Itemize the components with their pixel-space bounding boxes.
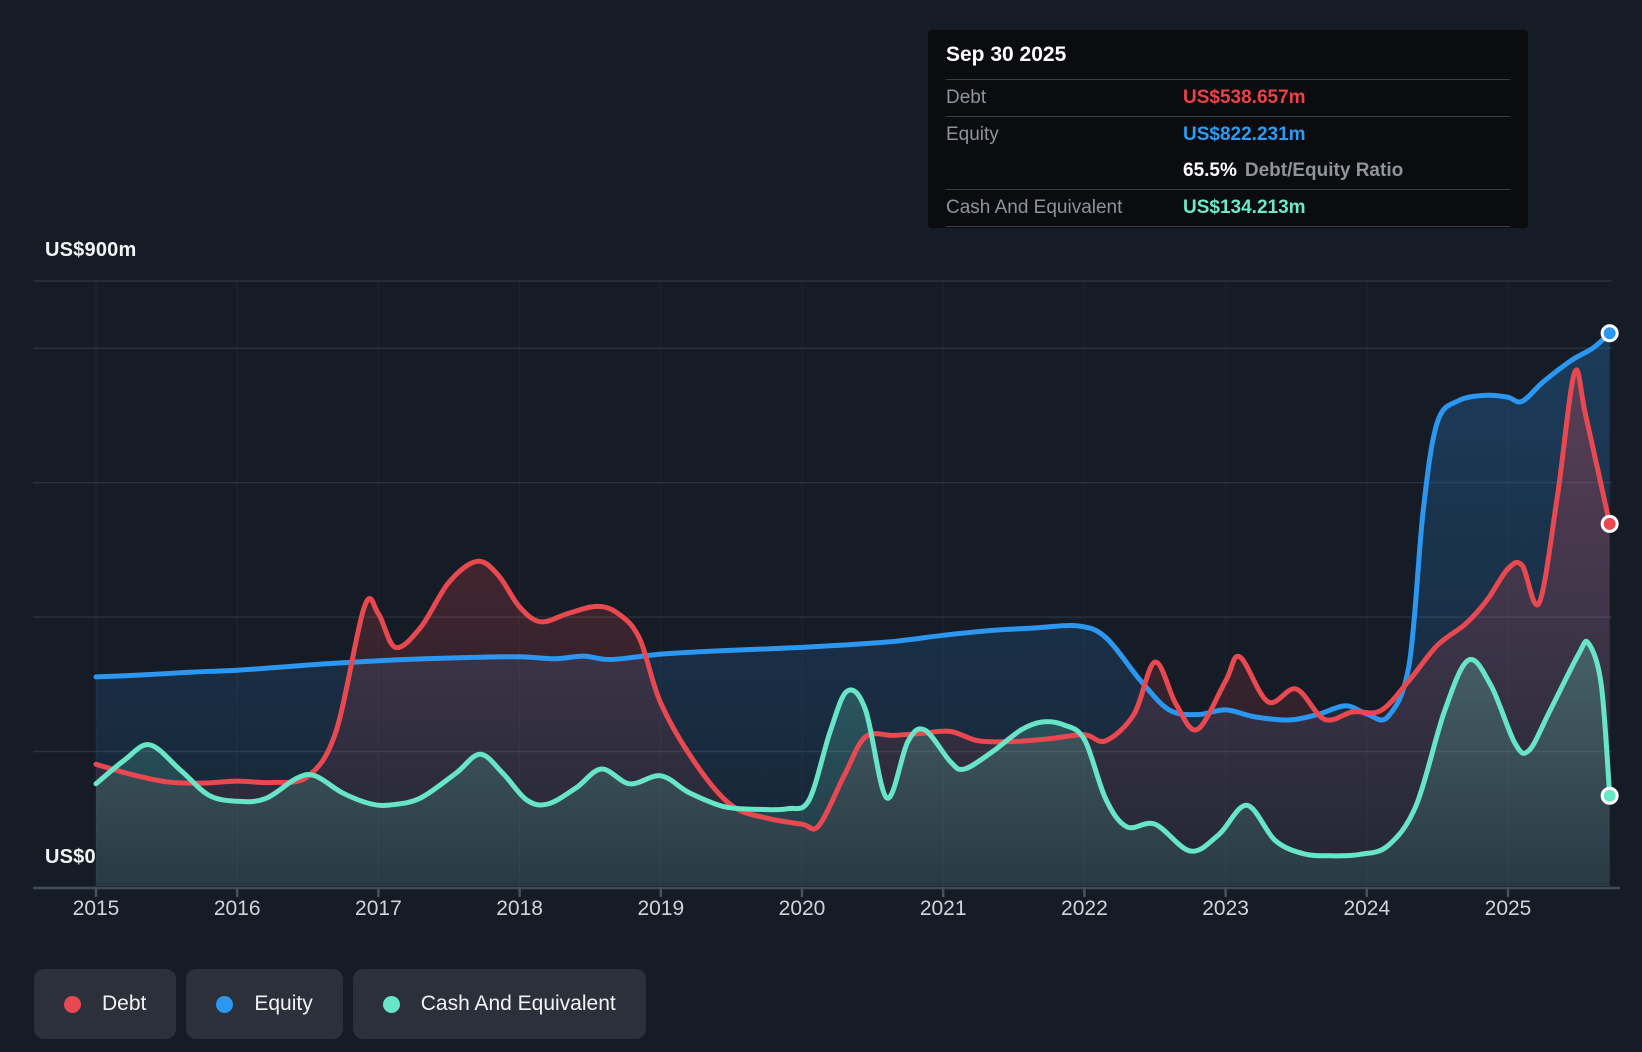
cash-and-equivalent-line <box>93 638 1613 859</box>
chart-legend: Debt Equity Cash And Equivalent <box>34 969 646 1039</box>
cash-series-dot-icon <box>382 995 400 1013</box>
tooltip-equity-label: Equity <box>946 124 999 145</box>
chart-tooltip: Sep 30 2025 Debt US$538.657m Equity US$8… <box>928 30 1528 228</box>
year-label-2021: 2021 <box>919 897 967 920</box>
year-label-2022: 2022 <box>1061 897 1108 920</box>
legend-item-equity[interactable]: Equity <box>186 969 343 1039</box>
tooltip-row-equity: Equity US$822.231m <box>946 117 1510 153</box>
year-label-2015: 2015 <box>72 897 120 920</box>
tooltip-row-cash: Cash And Equivalent US$134.213m <box>946 190 1510 227</box>
legend-item-cash[interactable]: Cash And Equivalent <box>352 969 646 1039</box>
tooltip-cash-value: US$134.213m <box>1183 197 1306 218</box>
tooltip-row-debt: Debt US$538.657m <box>946 80 1510 117</box>
tooltip-date: Sep 30 2025 <box>946 30 1510 80</box>
tooltip-debt-label: Debt <box>946 87 987 108</box>
year-label-2023: 2023 <box>1202 897 1249 920</box>
year-label-2018: 2018 <box>496 897 543 920</box>
legend-debt-label: Debt <box>102 992 147 1015</box>
tooltip-ratio-label: Debt/Equity Ratio <box>1244 160 1404 181</box>
tooltip-row-ratio: 65.5% Debt/Equity Ratio <box>946 153 1510 190</box>
equity-series-dot-icon <box>216 995 234 1013</box>
legend-equity-label: Equity <box>254 992 313 1015</box>
tooltip-debt-value: US$538.657m <box>1183 87 1306 108</box>
equity-line <box>93 330 1613 723</box>
year-label-2025: 2025 <box>1484 897 1532 920</box>
year-label-2016: 2016 <box>213 897 261 920</box>
legend-item-debt[interactable]: Debt <box>34 969 177 1039</box>
year-label-2017: 2017 <box>355 897 402 920</box>
y-axis-zero-label: US$0 <box>45 846 96 868</box>
debt-endpoint-dot[interactable] <box>1600 514 1619 533</box>
cash-and-equivalent-endpoint-dot[interactable] <box>1600 786 1619 805</box>
year-label-2019: 2019 <box>637 897 685 920</box>
equity-endpoint-dot[interactable] <box>1600 324 1619 343</box>
tooltip-equity-value: US$822.231m <box>1183 124 1306 145</box>
tooltip-cash-label: Cash And Equivalent <box>946 197 1123 218</box>
tooltip-ratio-percent: 65.5% <box>1183 160 1237 181</box>
year-label-2024: 2024 <box>1343 897 1391 920</box>
legend-cash-label: Cash And Equivalent <box>420 992 616 1015</box>
year-label-2020: 2020 <box>778 897 826 920</box>
debt-series-dot-icon <box>64 995 81 1013</box>
cash-and-equivalent-area <box>96 641 1610 886</box>
y-axis-max-label: US$900m <box>45 239 137 261</box>
debt-line <box>93 367 1613 832</box>
